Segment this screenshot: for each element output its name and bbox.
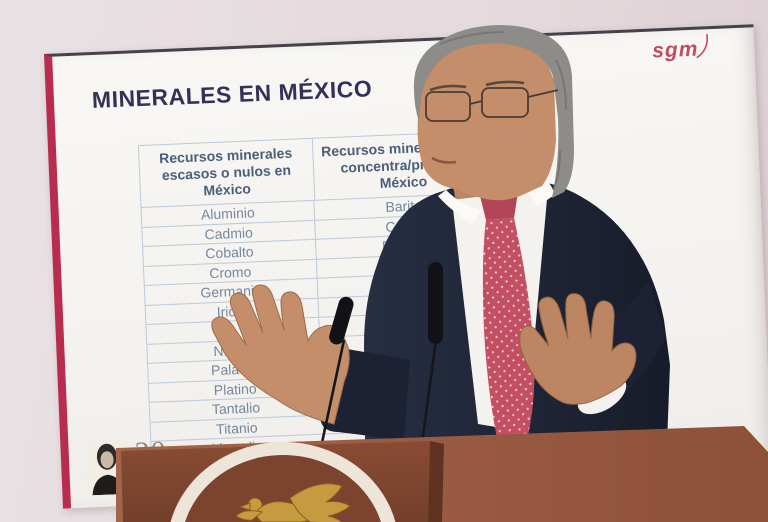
hair xyxy=(413,25,574,198)
right-hand xyxy=(519,293,637,405)
podium-front-edge xyxy=(428,441,444,522)
microphone-left xyxy=(318,296,354,453)
tie xyxy=(482,218,535,452)
sgm-swoosh-icon xyxy=(696,34,709,59)
glasses xyxy=(425,87,559,122)
left-hand xyxy=(211,284,350,425)
hair-shading xyxy=(439,31,567,191)
sgm-logo: sgm xyxy=(652,34,709,64)
eagle-emblem xyxy=(235,483,351,522)
mouth xyxy=(431,156,457,164)
eyebrows xyxy=(429,80,525,92)
face xyxy=(417,40,556,201)
shirt-collar xyxy=(438,178,556,224)
